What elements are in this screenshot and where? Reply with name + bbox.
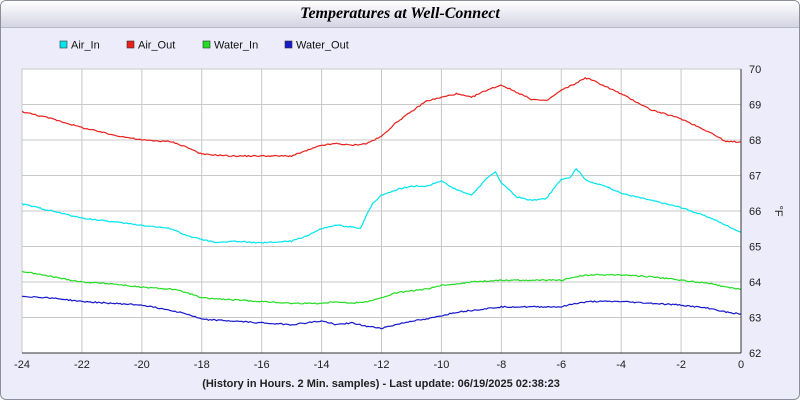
x-tick-label: -14 — [314, 359, 330, 371]
x-tick-label: -4 — [616, 359, 626, 371]
y-tick-label: 69 — [749, 100, 761, 112]
axes: -24 -22 -20 -18 -16 -14 -12 -10 -8 -6 -4 -2 06263646… — [14, 64, 761, 371]
x-tick-label: 0 — [738, 359, 744, 371]
chart-title: Temperatures at Well-Connect — [300, 5, 500, 22]
legend-swatch — [59, 40, 68, 49]
title-bar: Temperatures at Well-Connect — [1, 1, 799, 28]
x-tick-label: -24 — [14, 359, 30, 371]
x-tick-label: -12 — [374, 359, 390, 371]
legend-swatch — [202, 40, 211, 49]
y-tick-label: 68 — [749, 135, 761, 147]
x-tick-label: -16 — [254, 359, 270, 371]
series-line-air-in — [21, 168, 742, 244]
x-tick-label: -10 — [433, 359, 449, 371]
series-lines — [21, 76, 742, 330]
y-tick-label: 66 — [749, 206, 761, 218]
legend-label: Air_In — [71, 40, 100, 52]
legend-label: Water_In — [214, 40, 258, 52]
x-axis-label: (History in Hours. 2 Min. samples) - Las… — [202, 378, 560, 390]
x-tick-label: -2 — [676, 359, 686, 371]
series-line-air-out — [21, 76, 742, 158]
y-tick-label: 63 — [749, 313, 761, 325]
y-tick-label: 62 — [749, 348, 761, 360]
legend-swatch — [284, 40, 293, 49]
y-axis-label: °F — [772, 205, 784, 216]
series-line-water-in — [21, 270, 742, 305]
y-tick-label: 65 — [749, 242, 761, 254]
y-tick-label: 70 — [749, 64, 761, 76]
legend-label: Air_Out — [138, 40, 175, 52]
series-line-water-out — [21, 295, 742, 330]
x-tick-label: -18 — [194, 359, 210, 371]
y-tick-label: 67 — [749, 171, 761, 183]
y-tick-label: 64 — [749, 277, 761, 289]
x-tick-label: -8 — [496, 359, 506, 371]
legend-label: Water_Out — [296, 40, 349, 52]
x-tick-label: -6 — [556, 359, 566, 371]
legend-swatch — [126, 40, 135, 49]
legend: Air_In Air_Out Water_In Water_Out — [59, 40, 349, 52]
x-tick-label: -20 — [134, 359, 150, 371]
x-tick-label: -22 — [74, 359, 90, 371]
